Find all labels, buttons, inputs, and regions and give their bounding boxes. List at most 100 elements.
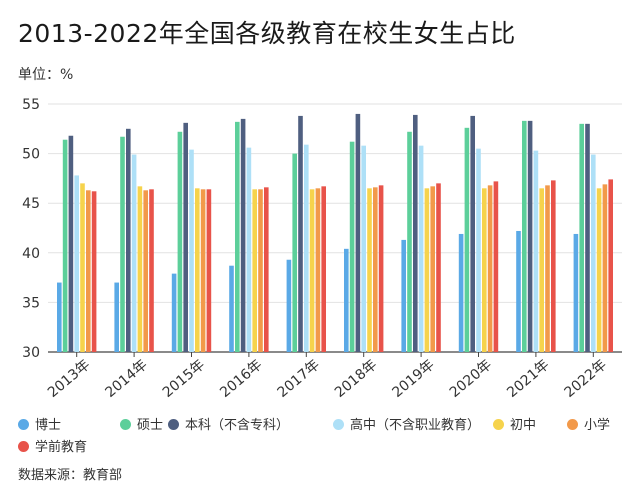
bar <box>246 147 252 352</box>
bar <box>200 189 206 352</box>
legend-item: 初中 <box>493 414 536 433</box>
bar <box>86 190 91 352</box>
y-tick-label: 35 <box>22 295 40 311</box>
legend-label: 本科（不含专科） <box>185 418 290 433</box>
legend-label: 硕士 <box>137 418 164 433</box>
y-tick-label: 40 <box>22 246 40 262</box>
bar <box>149 189 154 352</box>
bar <box>80 183 85 352</box>
bar <box>361 145 366 352</box>
bar <box>235 121 240 352</box>
bar <box>373 187 378 352</box>
bar <box>413 114 418 352</box>
bar <box>424 188 430 352</box>
bar <box>286 259 292 352</box>
bar <box>545 185 550 352</box>
bar <box>585 123 590 352</box>
bar <box>68 135 74 352</box>
bar <box>527 120 533 352</box>
unit-label: 单位：% <box>18 67 74 83</box>
legend-label: 学前教育 <box>35 440 88 455</box>
bar <box>321 186 326 352</box>
bar <box>579 123 584 352</box>
bar <box>487 185 493 352</box>
bar <box>264 187 269 352</box>
bar <box>298 115 303 353</box>
bar <box>349 141 355 352</box>
legend-label: 高中（不含职业教育） <box>350 418 481 433</box>
bar <box>464 127 470 352</box>
x-tick-label: 2020年 <box>447 357 495 401</box>
bar <box>378 185 384 352</box>
legend-swatch <box>18 441 29 452</box>
legend-label: 初中 <box>510 418 537 433</box>
bar <box>195 188 200 352</box>
legend-swatch <box>567 419 578 430</box>
bar <box>407 131 412 352</box>
bar <box>470 115 475 353</box>
legend-swatch <box>333 419 344 430</box>
bar <box>476 148 481 352</box>
bar <box>177 131 183 352</box>
bar <box>171 273 177 352</box>
bar <box>206 189 212 352</box>
bar <box>57 282 62 352</box>
x-tick-label: 2013年 <box>45 357 93 401</box>
bar <box>91 191 97 352</box>
legend-item: 本科（不含专科） <box>168 414 289 433</box>
bar <box>309 189 315 352</box>
bar <box>591 154 596 352</box>
bar <box>533 150 539 352</box>
bar <box>315 188 321 352</box>
bar <box>367 188 372 352</box>
bar <box>143 190 148 352</box>
bar <box>401 239 406 352</box>
legend-label: 博士 <box>35 418 62 433</box>
bar <box>602 184 608 352</box>
bar <box>258 189 263 352</box>
bar <box>436 183 441 352</box>
legend-item: 学前教育 <box>18 436 87 455</box>
legend-swatch <box>120 419 131 430</box>
bar <box>304 144 309 352</box>
bar <box>458 233 464 352</box>
bar <box>608 179 613 352</box>
y-tick-label: 45 <box>22 196 40 212</box>
bar <box>183 122 188 353</box>
bar <box>229 265 234 352</box>
chart-title: 2013-2022年全国各级教育在校生女生占比 <box>18 19 516 48</box>
bar <box>114 282 119 352</box>
bar <box>539 188 544 352</box>
x-tick-label: 2017年 <box>275 357 323 401</box>
bar <box>252 189 257 352</box>
bar <box>120 136 125 352</box>
bar <box>430 186 435 352</box>
bar <box>62 139 68 352</box>
legend-swatch <box>18 419 29 430</box>
bar <box>344 248 349 352</box>
bar <box>418 145 424 352</box>
bar <box>74 175 79 352</box>
bar <box>482 188 487 352</box>
data-source: 数据来源：教育部 <box>18 468 123 483</box>
bar <box>573 233 579 352</box>
legend-item: 高中（不含职业教育） <box>333 414 480 433</box>
bar <box>355 113 361 352</box>
x-tick-label: 2019年 <box>389 357 437 401</box>
bar <box>292 153 297 352</box>
bar <box>126 128 131 352</box>
y-tick-label: 30 <box>22 345 40 361</box>
bar <box>596 188 602 352</box>
x-tick-label: 2021年 <box>504 357 552 401</box>
x-tick-label: 2018年 <box>332 357 380 401</box>
bar <box>131 154 137 352</box>
bar <box>551 180 556 352</box>
y-tick-label: 55 <box>22 97 40 113</box>
legend-swatch <box>168 419 179 430</box>
x-tick-label: 2016年 <box>217 357 265 401</box>
x-tick-label: 2014年 <box>102 357 150 401</box>
bar <box>189 149 194 352</box>
bar <box>493 181 499 352</box>
